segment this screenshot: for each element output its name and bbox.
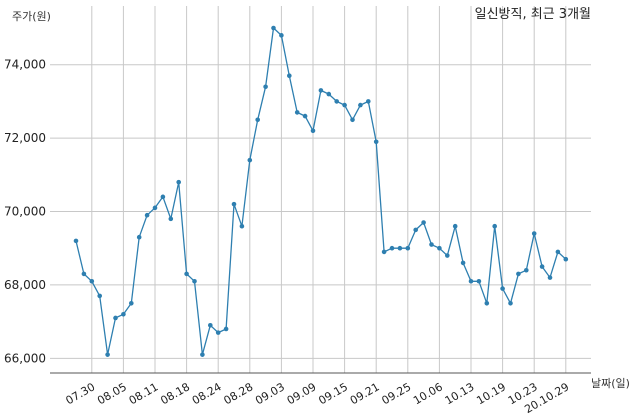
- data-point: [231, 201, 237, 207]
- y-tick-label: 70,000: [4, 205, 46, 219]
- data-point: [168, 216, 174, 222]
- y-tick-label: 74,000: [4, 58, 46, 72]
- x-tick-label: 08.28: [222, 380, 256, 407]
- data-point: [563, 256, 569, 262]
- data-point: [539, 264, 545, 269]
- x-tick-label: 08.11: [127, 380, 161, 407]
- data-point: [334, 99, 340, 104]
- data-point: [73, 238, 79, 244]
- series: [73, 25, 569, 357]
- data-point: [373, 139, 379, 145]
- x-tick-label: 08.24: [190, 380, 224, 407]
- y-tick-label: 72,000: [4, 131, 46, 145]
- data-point: [547, 275, 553, 280]
- data-point: [358, 102, 363, 108]
- data-point: [271, 25, 276, 31]
- x-tick-label: 09.21: [348, 380, 382, 407]
- series-line: [75, 27, 567, 356]
- data-point: [129, 300, 134, 306]
- x-tick-label: 08.05: [95, 380, 129, 407]
- data-point: [113, 315, 118, 321]
- y-axis-title: 주가(원): [12, 10, 51, 23]
- data-point: [287, 73, 292, 79]
- x-tick-label: 10.19: [474, 380, 508, 407]
- data-point: [105, 352, 110, 357]
- data-point: [136, 234, 142, 240]
- data-point: [555, 249, 561, 255]
- data-point: [405, 245, 411, 251]
- x-tick-label: 09.25: [380, 380, 414, 407]
- data-point: [176, 179, 181, 185]
- data-point: [89, 278, 95, 284]
- data-point: [160, 194, 166, 200]
- data-point: [200, 352, 205, 357]
- data-point: [223, 326, 229, 332]
- data-point: [310, 128, 316, 134]
- data-point: [500, 286, 505, 291]
- data-point: [468, 278, 474, 284]
- data-point: [350, 117, 355, 123]
- data-point: [279, 33, 284, 38]
- data-point: [192, 278, 197, 284]
- data-point: [381, 249, 387, 255]
- x-tick-label: 08.18: [158, 380, 192, 407]
- data-point: [342, 102, 347, 108]
- data-point: [445, 253, 450, 258]
- data-point: [429, 242, 434, 247]
- data-point: [215, 330, 221, 335]
- x-tick-label: 10.13: [443, 380, 477, 407]
- x-axis-title: 날짜(일): [591, 376, 630, 390]
- x-tick-label: 09.09: [285, 380, 319, 407]
- data-point: [318, 88, 324, 93]
- data-point: [460, 260, 466, 266]
- data-point: [413, 227, 419, 233]
- data-point: [524, 267, 529, 273]
- data-point: [255, 117, 260, 123]
- y-tick-label: 66,000: [4, 351, 46, 365]
- data-point: [421, 220, 426, 225]
- data-point: [239, 223, 245, 229]
- data-point: [476, 278, 482, 284]
- data-point: [81, 271, 87, 277]
- data-point: [208, 322, 213, 328]
- x-tick-label: 10.06: [411, 380, 445, 407]
- data-point: [263, 84, 268, 90]
- data-point: [492, 223, 498, 229]
- data-point: [302, 113, 308, 119]
- data-point: [389, 245, 395, 251]
- x-tick-label: 09.15: [316, 380, 350, 407]
- y-tick-label: 68,000: [4, 278, 46, 292]
- data-point: [508, 300, 513, 306]
- data-point: [247, 157, 253, 163]
- data-point: [184, 271, 189, 277]
- data-point: [484, 300, 490, 306]
- data-point: [437, 245, 442, 251]
- data-point: [294, 110, 300, 115]
- data-point: [516, 271, 521, 277]
- data-point: [452, 223, 458, 229]
- grid: [50, 6, 591, 373]
- data-point: [144, 212, 150, 218]
- x-tick-label: 07.30: [64, 380, 98, 407]
- data-point: [531, 231, 537, 236]
- data-point: [326, 91, 332, 97]
- data-point: [152, 205, 158, 211]
- chart-title: 일신방직, 최근 3개월: [475, 7, 591, 22]
- x-tick-label: 09.03: [253, 380, 287, 407]
- data-point: [121, 311, 126, 317]
- data-point: [397, 245, 403, 251]
- data-point: [97, 293, 102, 299]
- data-point: [366, 99, 371, 104]
